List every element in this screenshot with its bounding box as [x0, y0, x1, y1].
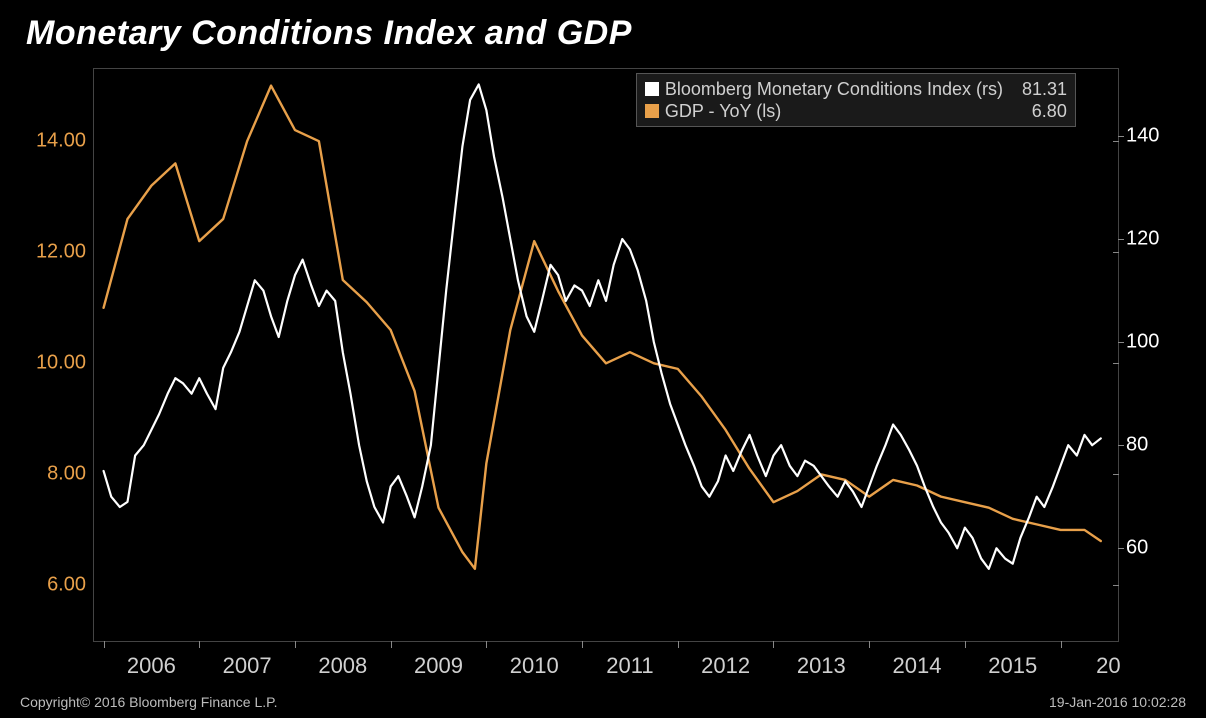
legend-swatch [645, 104, 659, 118]
x-tick-label: 2013 [797, 641, 846, 679]
y-right-tick-label: 100 [1118, 331, 1159, 354]
x-tick-label: 2007 [223, 641, 272, 679]
x-tick-label: 2011 [606, 641, 653, 679]
chart-title: Monetary Conditions Index and GDP [26, 14, 632, 53]
chart-lines-svg [94, 69, 1118, 641]
x-tick-label: 2012 [701, 641, 750, 679]
y-left-tick-label: 8.00 [47, 463, 94, 486]
footer-timestamp: 19-Jan-2016 10:02:28 [1049, 694, 1186, 710]
x-tick-label: 2010 [510, 641, 559, 679]
legend-label: Bloomberg Monetary Conditions Index (rs) [665, 78, 1003, 100]
legend-value: 6.80 [1021, 100, 1067, 122]
x-tick-label: 2008 [318, 641, 367, 679]
legend-value: 81.31 [1021, 78, 1067, 100]
x-tick-label: 2006 [127, 641, 176, 679]
y-right-tick-label: 140 [1118, 124, 1159, 147]
legend-row: Bloomberg Monetary Conditions Index (rs)… [645, 78, 1067, 100]
x-tick-label: 2009 [414, 641, 463, 679]
legend-box: Bloomberg Monetary Conditions Index (rs)… [636, 73, 1076, 127]
x-tick-label: 2015 [988, 641, 1037, 679]
y-left-tick-label: 6.00 [47, 574, 94, 597]
legend-swatch [645, 82, 659, 96]
legend-row: GDP - YoY (ls) 6.80 [645, 100, 1067, 122]
y-left-tick-label: 12.00 [36, 241, 94, 264]
y-left-tick-label: 10.00 [36, 352, 94, 375]
plot-area: Bloomberg Monetary Conditions Index (rs)… [93, 68, 1119, 642]
x-tick-label: 2014 [893, 641, 942, 679]
chart-root: Monetary Conditions Index and GDP Bloomb… [0, 0, 1206, 718]
footer-copyright: Copyright© 2016 Bloomberg Finance L.P. [20, 694, 278, 710]
legend-label: GDP - YoY (ls) [665, 100, 1003, 122]
x-tick-label: 20 [1096, 641, 1120, 679]
y-left-tick-label: 14.00 [36, 130, 94, 153]
y-right-tick-label: 120 [1118, 228, 1159, 251]
